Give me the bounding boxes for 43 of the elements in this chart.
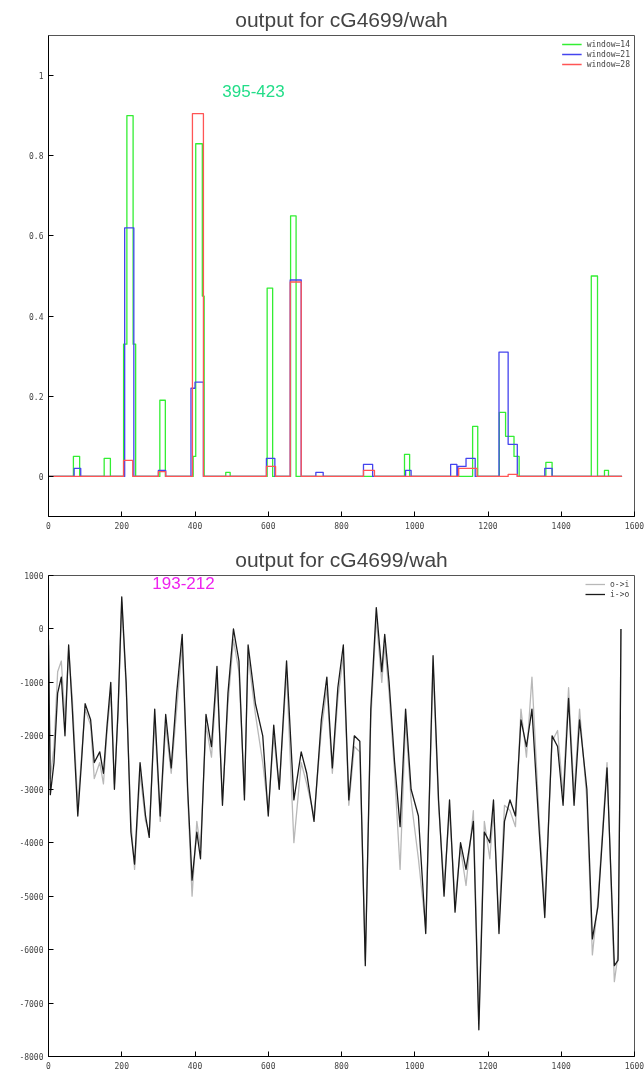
legend-label: window=28 [586,59,630,69]
y-tick-label: 0 [38,625,44,635]
x-tick-label: 200 [114,521,130,531]
legend-label: window=21 [586,49,630,59]
x-tick-label: 200 [114,1061,130,1071]
legend-label: window=14 [586,39,630,49]
y-tick-label: -5000 [19,892,44,902]
x-tick-label: 1000 [405,1061,425,1071]
y-tick-label: -6000 [19,946,44,956]
x-tick-label: 600 [261,1061,276,1071]
x-tick-label: 1600 [624,1061,644,1071]
legend-label: o->i [610,579,630,589]
x-tick-label: 400 [187,1061,203,1071]
y-tick-label: -3000 [19,785,44,795]
x-tick-label: 600 [261,521,276,531]
x-tick-label: 1400 [551,1061,572,1071]
annotation: 395-423 [222,81,285,101]
chart-title: output for cG4699/wah [235,547,448,571]
x-tick-label: 800 [334,1061,349,1071]
y-tick-label: 0.6 [29,232,44,242]
x-tick-label: 1200 [478,1061,498,1071]
legend-label: i->o [610,589,630,599]
y-tick-label: 0.2 [29,392,44,402]
x-tick-label: 1400 [551,521,572,531]
x-tick-label: 0 [46,521,52,531]
x-tick-label: 800 [334,521,349,531]
x-tick-label: 1200 [478,521,498,531]
x-tick-label: 1600 [624,521,644,531]
x-tick-label: 1000 [405,521,425,531]
y-tick-label: 1 [38,72,44,82]
y-tick-label: 0.4 [29,312,44,322]
y-tick-label: 0 [38,472,44,482]
chart-title: output for cG4699/wah [235,7,448,31]
y-tick-label: 0.8 [29,152,44,162]
y-tick-label: -8000 [19,1053,44,1062]
x-tick-label: 400 [187,521,203,531]
y-tick-label: 1000 [24,572,44,581]
y-tick-label: -7000 [19,999,44,1009]
y-tick-label: -1000 [19,678,44,688]
y-tick-label: -4000 [19,839,44,849]
x-tick-label: 0 [46,1061,52,1071]
y-tick-label: -2000 [19,732,44,742]
annotation: 193-212 [152,573,215,593]
